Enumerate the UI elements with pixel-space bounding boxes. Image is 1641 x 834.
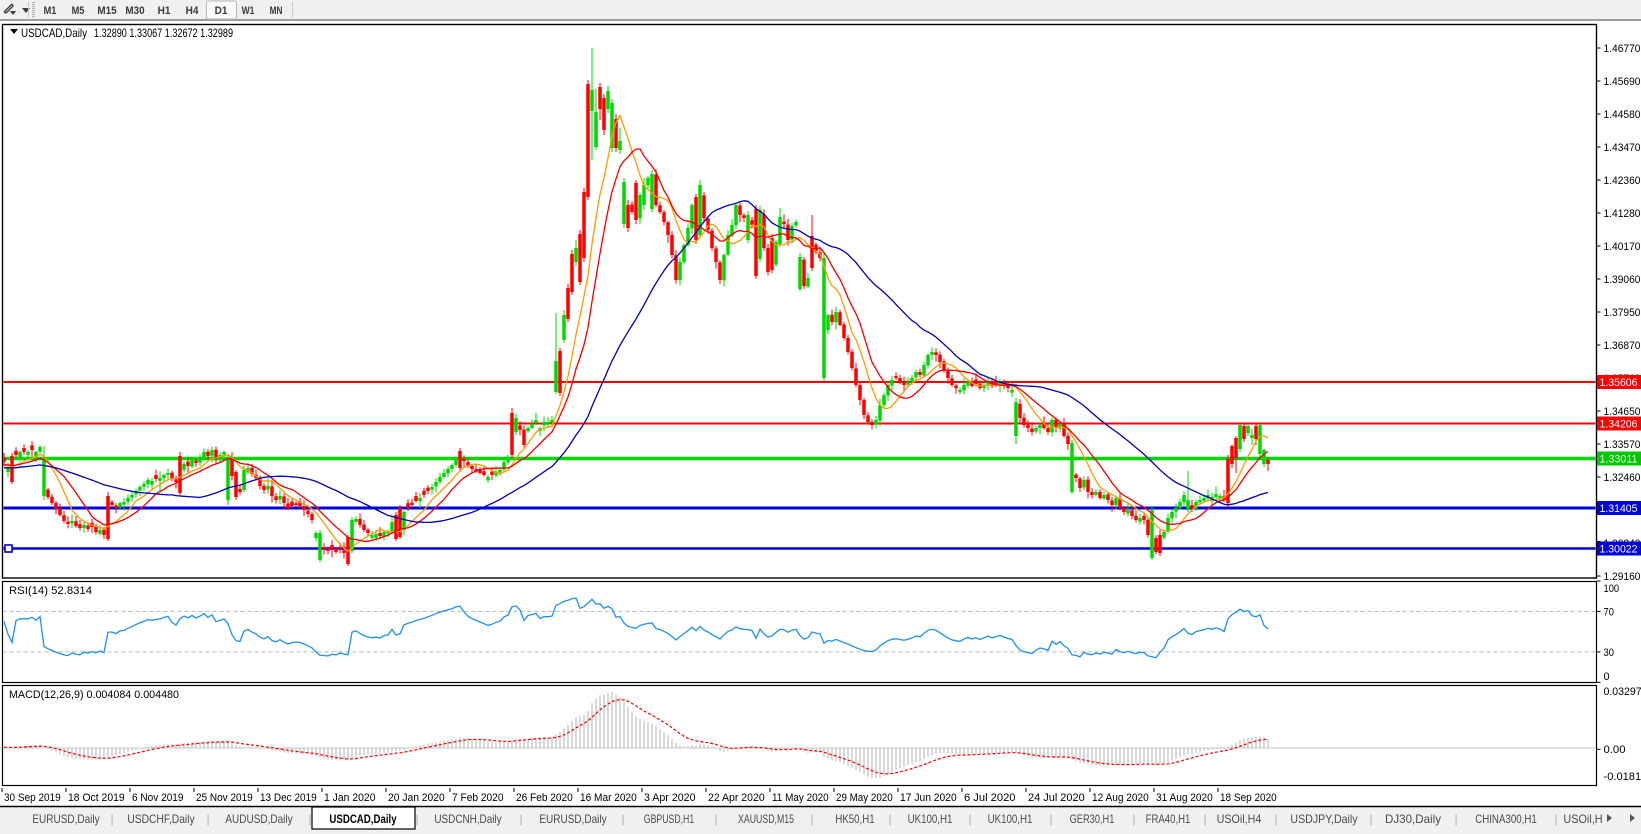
svg-text:HK50,H1: HK50,H1 [835,812,874,826]
svg-text:|: | [1274,812,1277,826]
svg-text:MACD(12,26,9) 0.004084 0.00448: MACD(12,26,9) 0.004084 0.004480 [9,689,179,701]
svg-text:1.31405: 1.31405 [1600,503,1638,515]
svg-text:USDCNH,Daily: USDCNH,Daily [434,812,501,826]
svg-text:11 May 2020: 11 May 2020 [772,792,829,804]
svg-text:24 Jul 2020: 24 Jul 2020 [1028,792,1085,804]
svg-text:|: | [888,812,891,826]
svg-text:30: 30 [1604,647,1614,659]
svg-text:13 Dec 2019: 13 Dec 2019 [260,792,317,804]
svg-text:6 Nov 2019: 6 Nov 2019 [132,792,184,804]
svg-text:|: | [621,812,624,826]
svg-text:USOil,H4: USOil,H4 [1217,812,1262,826]
svg-text:|: | [415,812,418,826]
svg-text:USDCAD,Daily: USDCAD,Daily [329,812,396,826]
svg-text:1.37950: 1.37950 [1604,307,1641,319]
svg-text:|: | [110,812,113,826]
svg-text:31 Aug 2020: 31 Aug 2020 [1156,792,1213,804]
svg-text:1.32460: 1.32460 [1604,472,1641,484]
svg-text:|: | [714,812,717,826]
svg-text:100: 100 [1604,583,1620,595]
svg-text:1.33011: 1.33011 [1600,454,1638,466]
svg-text:D1: D1 [215,5,228,17]
svg-text:|: | [1049,812,1052,826]
svg-text:|: | [519,812,522,826]
svg-text:|: | [1203,812,1206,826]
svg-text:1.29160: 1.29160 [1604,571,1641,583]
svg-text:12 Aug 2020: 12 Aug 2020 [1092,792,1149,804]
svg-text:M5: M5 [72,5,85,17]
svg-text:USDCAD,Daily: USDCAD,Daily [21,26,87,40]
svg-text:W1: W1 [242,5,255,17]
svg-text:USOil,H: USOil,H [1563,812,1602,826]
svg-text:AUDUSD,Daily: AUDUSD,Daily [225,812,292,826]
svg-text:EURUSD,Daily: EURUSD,Daily [539,812,606,826]
svg-text:18 Oct 2019: 18 Oct 2019 [68,792,125,804]
svg-text:0.032972: 0.032972 [1604,686,1641,698]
svg-text:1.33570: 1.33570 [1604,439,1641,451]
svg-text:1.40170: 1.40170 [1604,241,1641,253]
svg-text:|: | [308,812,311,826]
svg-text:25 Nov 2019: 25 Nov 2019 [196,792,253,804]
svg-text:M15: M15 [97,5,116,17]
svg-text:1.41280: 1.41280 [1604,208,1641,220]
svg-text:1.34650: 1.34650 [1604,406,1641,418]
svg-text:GBPUSD,H1: GBPUSD,H1 [644,812,695,826]
svg-text:1.32890 1.33067 1.32672 1.3298: 1.32890 1.33067 1.32672 1.32989 [94,26,233,40]
svg-text:USDCHF,Daily: USDCHF,Daily [127,812,194,826]
svg-text:1.34206: 1.34206 [1600,419,1638,431]
svg-text:0: 0 [1604,671,1610,683]
svg-text:RSI(14) 52.8314: RSI(14) 52.8314 [9,585,92,597]
svg-text:MN: MN [270,5,283,17]
svg-text:H1: H1 [158,5,171,17]
svg-text:-0.018154: -0.018154 [1604,771,1641,783]
svg-text:|: | [1369,812,1372,826]
svg-text:USDJPY,Daily: USDJPY,Daily [1290,812,1357,826]
svg-text:7 Feb 2020: 7 Feb 2020 [452,792,504,804]
svg-text:M1: M1 [44,5,57,17]
svg-text:|: | [1554,812,1557,826]
svg-text:|: | [810,812,813,826]
svg-text:26 Feb 2020: 26 Feb 2020 [516,792,573,804]
svg-text:|: | [206,812,209,826]
svg-text:16 Mar 2020: 16 Mar 2020 [580,792,637,804]
svg-text:1.36870: 1.36870 [1604,340,1641,352]
svg-text:1.39060: 1.39060 [1604,274,1641,286]
svg-text:UK100,H1: UK100,H1 [908,812,953,826]
svg-text:1.42360: 1.42360 [1604,175,1641,187]
svg-text:18 Sep 2020: 18 Sep 2020 [1220,792,1277,804]
svg-text:1.44580: 1.44580 [1604,109,1641,121]
svg-text:1 Jan 2020: 1 Jan 2020 [324,792,376,804]
svg-text:FRA40,H1: FRA40,H1 [1146,812,1191,826]
svg-text:|: | [1132,812,1135,826]
svg-text:6 Jul 2020: 6 Jul 2020 [964,792,1016,804]
svg-text:0.00: 0.00 [1604,744,1626,756]
svg-text:1.35606: 1.35606 [1600,377,1638,389]
svg-text:70: 70 [1604,606,1614,618]
svg-text:|: | [968,812,971,826]
svg-text:30 Sep 2019: 30 Sep 2019 [4,792,61,804]
svg-text:DJ30,Daily: DJ30,Daily [1385,812,1441,826]
svg-text:EURUSD,Daily: EURUSD,Daily [32,812,99,826]
svg-text:M30: M30 [125,5,144,17]
svg-text:1.30022: 1.30022 [1600,544,1638,556]
svg-text:20 Jan 2020: 20 Jan 2020 [388,792,445,804]
svg-text:1.45690: 1.45690 [1604,76,1641,88]
svg-text:1.46770: 1.46770 [1604,43,1641,55]
svg-text:XAUUSD,M15: XAUUSD,M15 [738,812,794,826]
svg-text:UK100,H1: UK100,H1 [988,812,1033,826]
svg-text:H4: H4 [186,5,200,17]
svg-text:29 May 2020: 29 May 2020 [836,792,893,804]
svg-text:17 Jun 2020: 17 Jun 2020 [900,792,957,804]
svg-text:1.43470: 1.43470 [1604,142,1641,154]
svg-text:22 Apr 2020: 22 Apr 2020 [708,792,765,804]
svg-text:3 Apr 2020: 3 Apr 2020 [644,792,696,804]
svg-text:GER30,H1: GER30,H1 [1070,812,1115,826]
svg-text:|: | [1454,812,1457,826]
svg-text:CHINA300,H1: CHINA300,H1 [1475,812,1537,826]
